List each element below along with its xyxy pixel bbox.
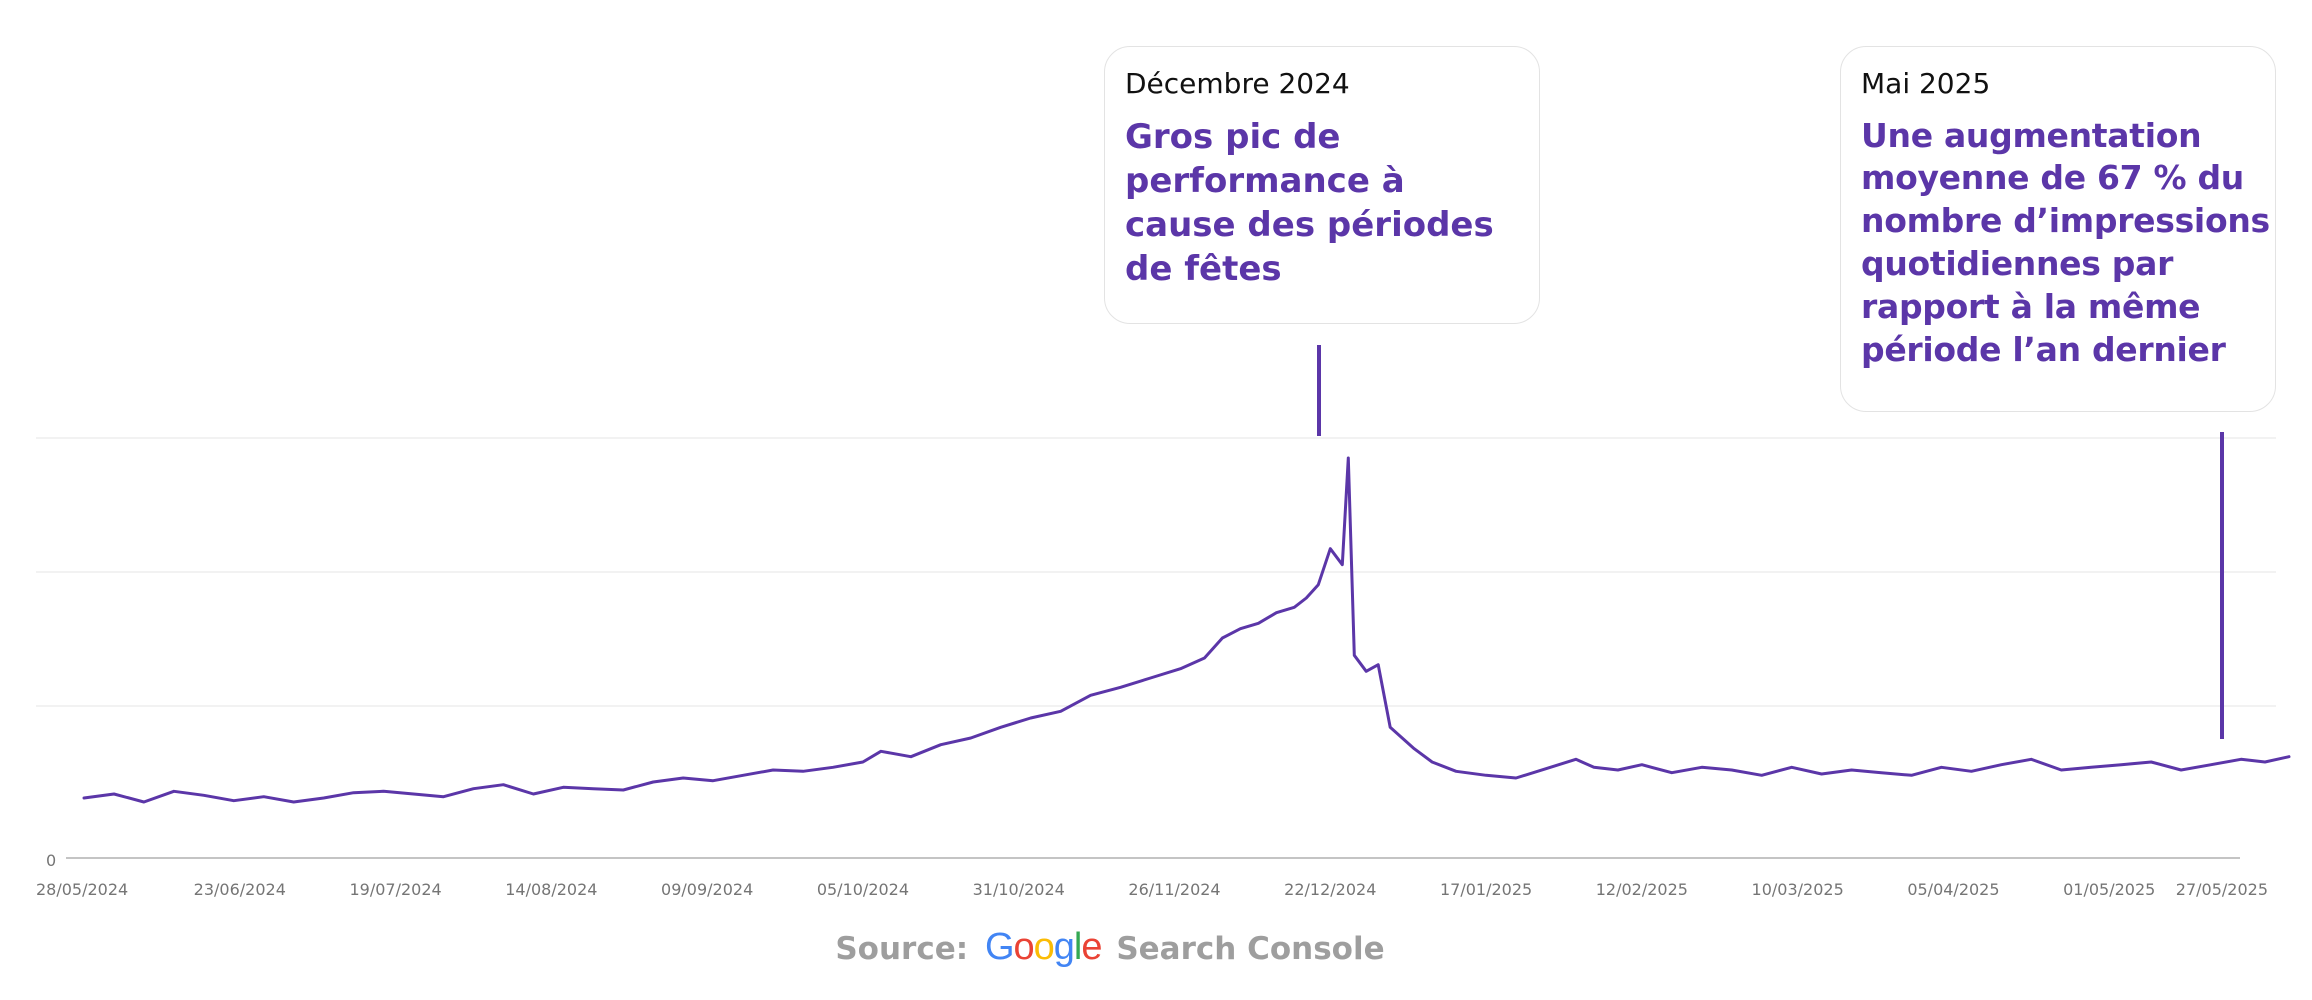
annotation-december-2024: Décembre 2024 Gros pic de performance à … — [1104, 46, 1540, 324]
annotation-text: Gros pic de performance à cause des péri… — [1125, 116, 1494, 290]
annotation-text: Une augmentation moyenne de 67 % du nomb… — [1861, 115, 2275, 372]
x-tick-label: 12/02/2025 — [1596, 880, 1688, 899]
x-tick-label: 05/04/2025 — [1907, 880, 1999, 899]
x-tick-label: 22/12/2024 — [1284, 880, 1376, 899]
x-axis-tick-labels: 28/05/2024 23/06/2024 19/07/2024 14/08/2024… — [36, 880, 2268, 899]
x-tick-label: 14/08/2024 — [505, 880, 597, 899]
x-tick-label: 26/11/2024 — [1128, 880, 1220, 899]
x-tick-label: 28/05/2024 — [36, 880, 128, 899]
annotation-text-line: Une augmentation — [1861, 115, 2202, 155]
annotation-text-line: rapport à la même — [1861, 287, 2201, 327]
x-tick-label: 19/07/2024 — [349, 880, 441, 899]
x-tick-label: 31/10/2024 — [973, 880, 1065, 899]
impressions-series-line — [82, 456, 2291, 804]
annotation-text-line: quotidiennes par — [1861, 244, 2174, 284]
annotation-date-label: Décembre 2024 — [1125, 67, 1350, 100]
annotation-text-line: nombre d’impressions — [1861, 201, 2270, 241]
source-suffix: Search Console — [1116, 931, 1385, 967]
source-prefix: Source: — [835, 931, 969, 967]
x-tick-label: 17/01/2025 — [1440, 880, 1532, 899]
x-tick-label: 05/10/2024 — [817, 880, 909, 899]
google-logo: Google — [984, 926, 1103, 968]
annotation-text-line: période l’an dernier — [1861, 330, 2226, 370]
y-axis-zero-label: 0 — [46, 851, 56, 870]
x-tick-label: 27/05/2025 — [2176, 880, 2268, 899]
x-tick-label: 23/06/2024 — [194, 880, 286, 899]
annotation-date-label: Mai 2025 — [1861, 67, 1991, 100]
x-tick-label: 09/09/2024 — [661, 880, 753, 899]
horizontal-gridlines — [36, 437, 2276, 707]
x-tick-label: 01/05/2025 — [2063, 880, 2155, 899]
annotation-text-line: moyenne de 67 % du — [1861, 158, 2244, 198]
x-tick-label: 10/03/2025 — [1752, 880, 1844, 899]
annotation-may-2025: Mai 2025 Une augmentation moyenne de 67 … — [1840, 46, 2276, 412]
source-caption: Source: Google Search Console — [0, 926, 2220, 969]
